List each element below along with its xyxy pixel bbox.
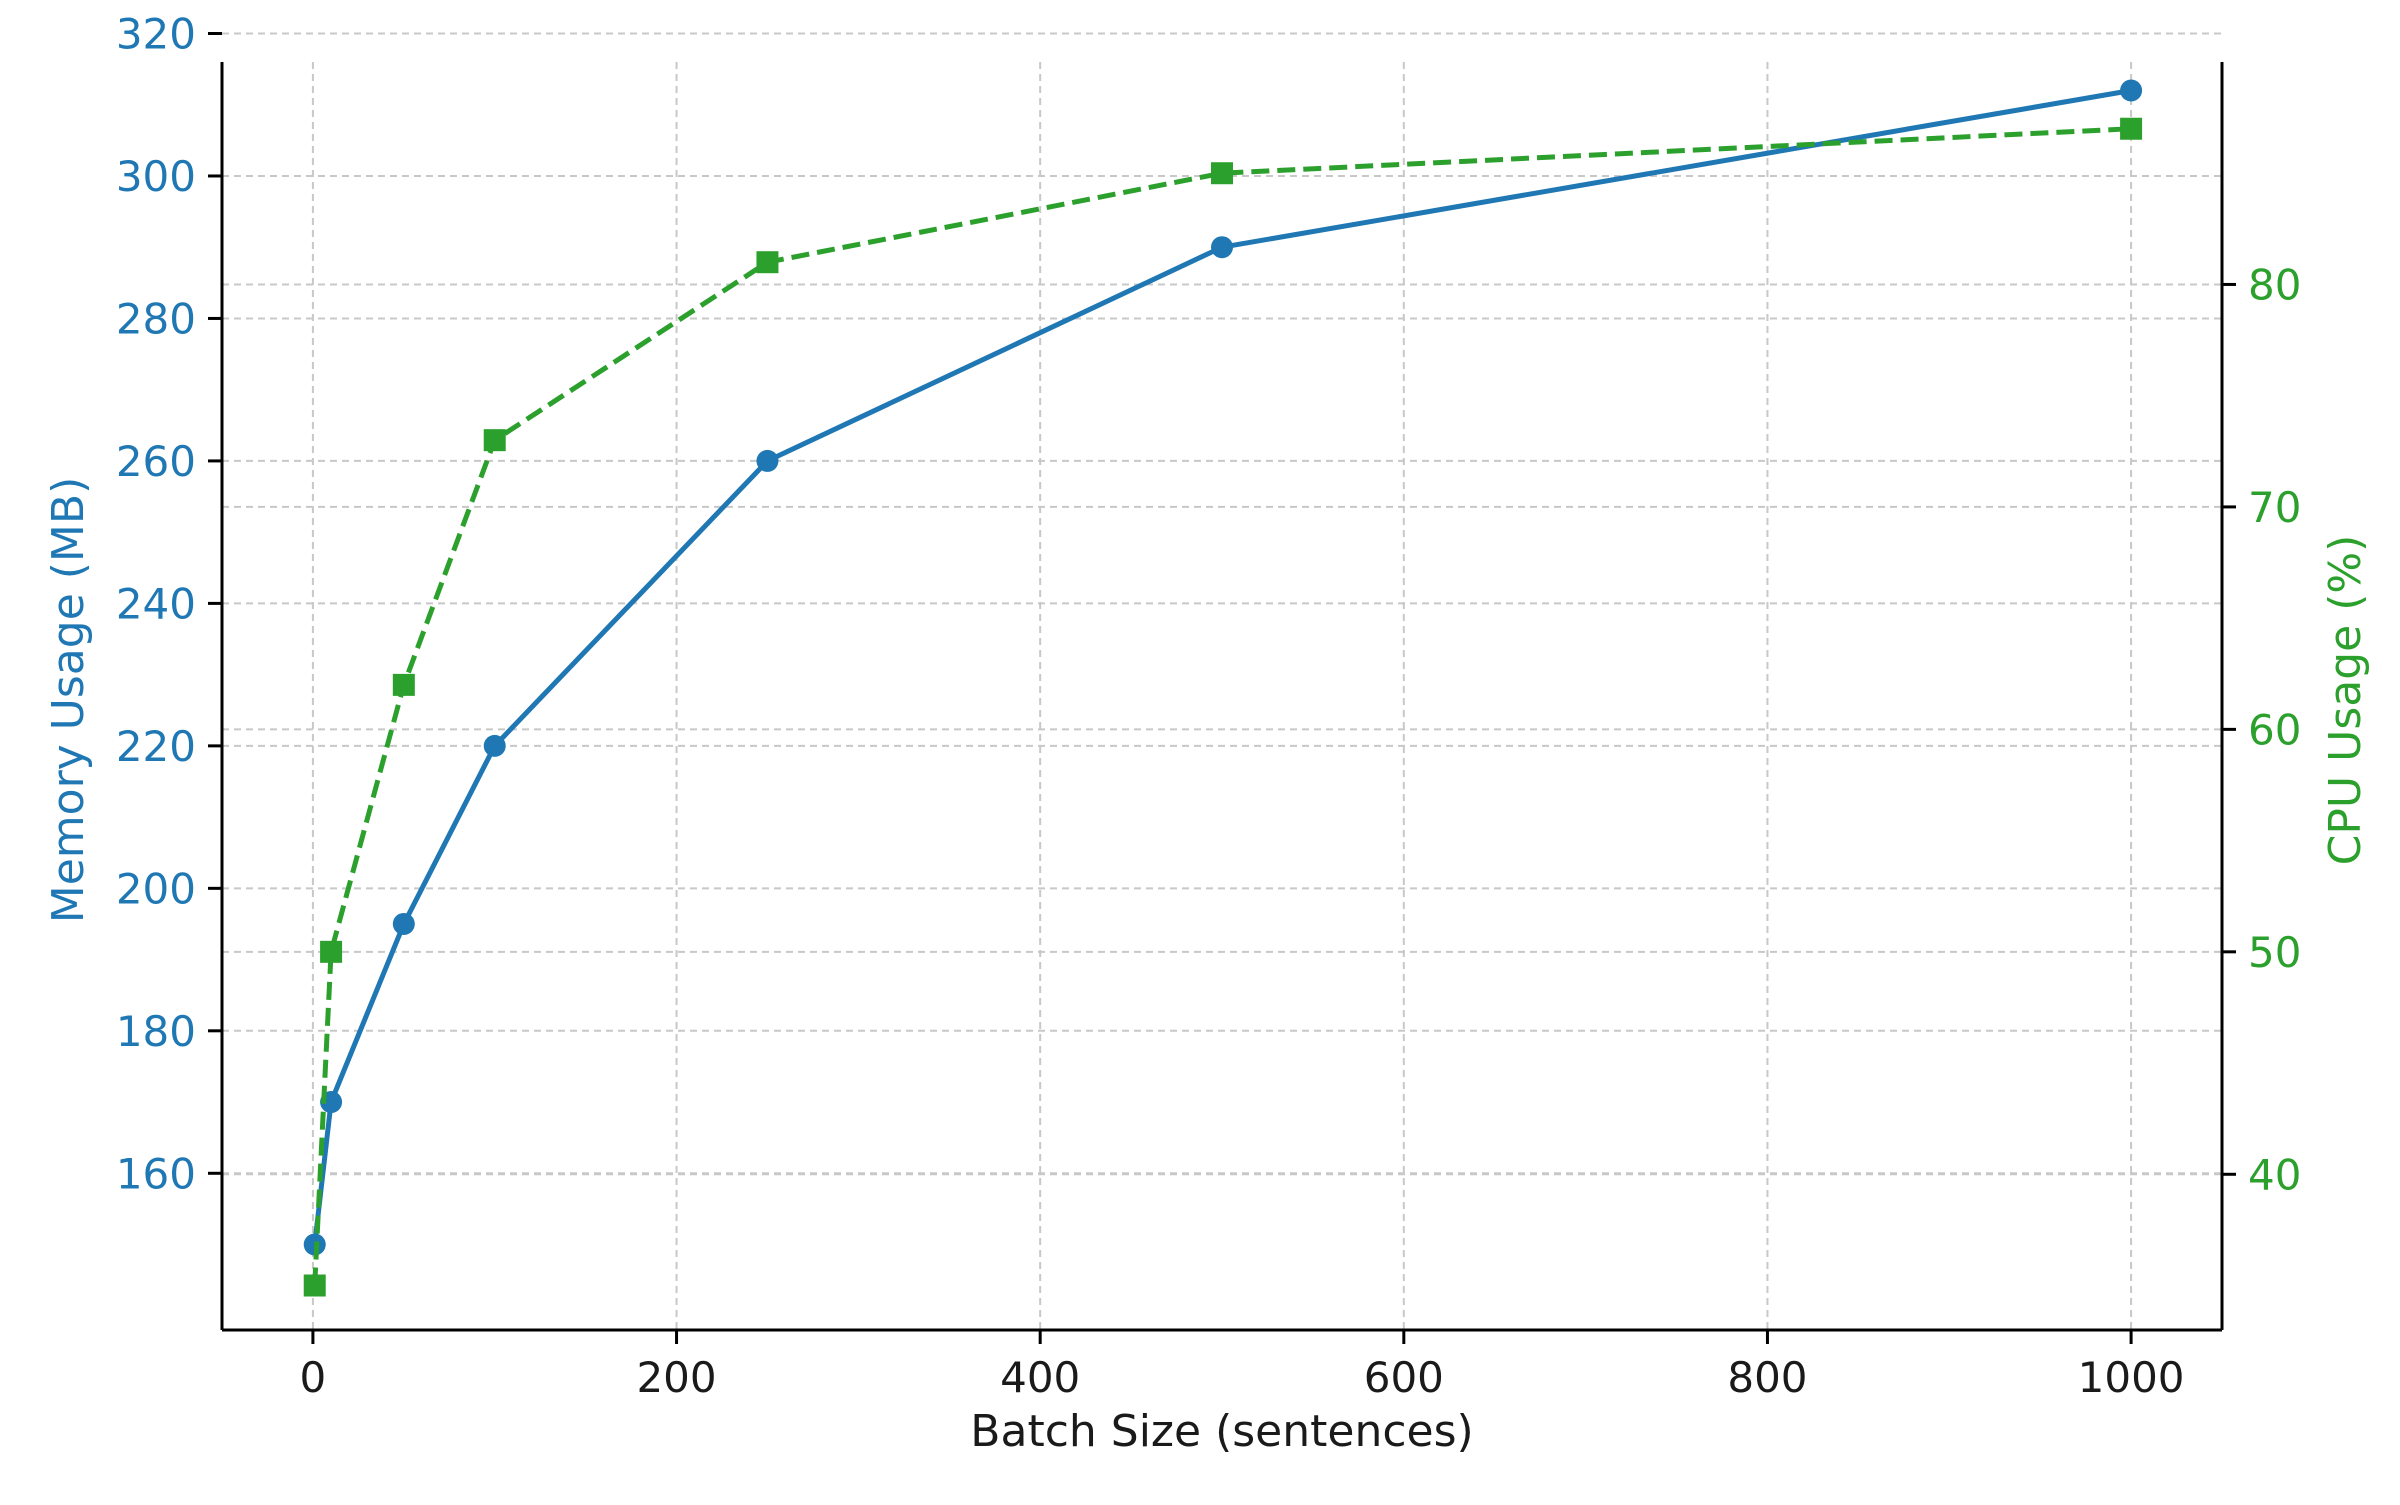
- y-left-tick-label: 240: [116, 579, 196, 628]
- memory-usage-point: [1211, 236, 1233, 259]
- y-left-tick-label: 160: [116, 1149, 196, 1198]
- axis-layer: 0 200 400 600 800 1000 160 180 200 220 240 260 280 30…: [116, 10, 2302, 1402]
- x-axis-label: Batch Size (sentences): [970, 1406, 1473, 1457]
- y-axis-label-right: CPU Usage (%): [2320, 535, 2371, 866]
- cpu-usage-point: [756, 251, 779, 274]
- cpu-usage-line: [312, 126, 2132, 1286]
- memory-usage-line: [312, 88, 2132, 1245]
- y-right-tick-label: 80: [2248, 260, 2301, 309]
- y-left-tick-label: 220: [116, 722, 196, 771]
- y-right-tick-label: 50: [2248, 928, 2301, 977]
- memory-usage-point: [483, 734, 506, 757]
- x-tick-label: 1000: [2078, 1353, 2185, 1402]
- series-layer: [303, 79, 2143, 1297]
- x-tick-label: 600: [1364, 1353, 1444, 1402]
- y-left-tick-label: 200: [116, 864, 196, 913]
- label-layer: Batch Size (sentences) Memory Usage (MB)…: [43, 477, 2371, 1457]
- y-left-tick-label: 260: [116, 437, 196, 486]
- memory-usage-point: [2120, 79, 2143, 102]
- x-tick-label: 200: [636, 1353, 716, 1402]
- memory-usage-point: [756, 449, 779, 472]
- y-right-tick-label: 60: [2248, 705, 2301, 754]
- y-axis-label-left: Memory Usage (MB): [43, 477, 94, 924]
- x-tick-label: 0: [300, 1353, 327, 1402]
- grid-layer: [222, 32, 2222, 1330]
- cpu-usage-point: [303, 1274, 326, 1297]
- x-tick-label: 800: [1727, 1353, 1807, 1402]
- y-right-tick-label: 70: [2248, 483, 2301, 532]
- cpu-usage-point: [392, 673, 415, 696]
- cpu-usage-point: [2120, 117, 2143, 140]
- x-tick-label: 400: [1000, 1353, 1080, 1402]
- y-left-tick-label: 320: [116, 10, 196, 59]
- cpu-usage-point: [1211, 162, 1233, 185]
- memory-usage-point: [392, 912, 415, 935]
- y-left-tick-label: 280: [116, 294, 196, 343]
- y-right-tick-label: 40: [2248, 1150, 2301, 1199]
- cpu-usage-point: [320, 940, 343, 963]
- cpu-usage-point: [483, 429, 506, 452]
- y-left-tick-label: 300: [116, 152, 196, 201]
- y-left-tick-label: 180: [116, 1007, 196, 1056]
